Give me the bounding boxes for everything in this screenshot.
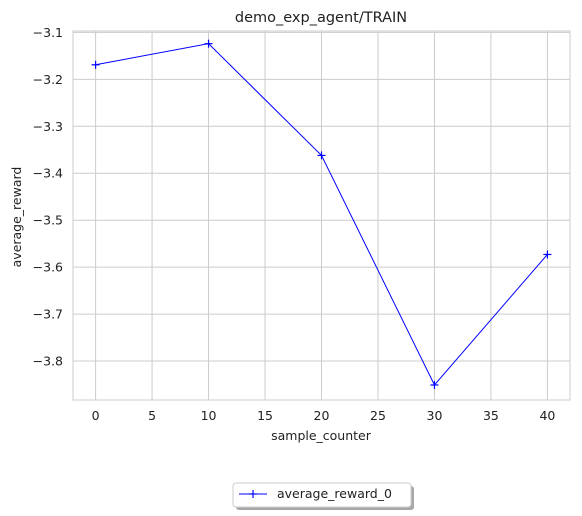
y-tick-label: −3.2: [33, 72, 63, 87]
y-tick-label: −3.5: [33, 213, 63, 228]
y-tick-label: −3.7: [33, 307, 63, 322]
x-tick-label: 10: [201, 408, 217, 423]
data-point-marker: [91, 60, 100, 69]
x-tick-label: 35: [483, 408, 499, 423]
legend-marker-plus: [249, 490, 257, 498]
legend-entry-label: average_reward_0: [277, 486, 392, 501]
x-tick-label: 0: [92, 408, 100, 423]
x-tick-label: 40: [539, 408, 555, 423]
data-point-marker: [204, 39, 213, 48]
x-tick-label: 20: [314, 408, 330, 423]
x-tick-label: 30: [427, 408, 443, 423]
plot-area-frame: [72, 30, 571, 401]
chart-title: demo_exp_agent/TRAIN: [235, 10, 407, 26]
data-point-marker: [430, 380, 439, 389]
x-tick-label: 5: [148, 408, 156, 423]
x-axis-label: sample_counter: [271, 428, 372, 443]
y-tick-label: −3.3: [33, 119, 63, 134]
y-tick-label: −3.8: [33, 354, 63, 369]
x-axis-ticks: 0 5 10 15 20 25 30 35 40: [92, 408, 556, 423]
x-tick-label: 25: [370, 408, 386, 423]
series-layer: [91, 39, 552, 389]
legend-box: [232, 482, 412, 508]
data-point-marker: [317, 151, 326, 160]
grid: [73, 31, 570, 400]
x-tick-label: 15: [257, 408, 273, 423]
y-tick-label: −3.1: [33, 25, 63, 40]
y-tick-label: −3.4: [33, 166, 63, 181]
y-axis-ticks: −3.1 −3.2 −3.3 −3.4 −3.5 −3.6 −3.7 −3.8: [33, 25, 63, 369]
legend: average_reward_0: [232, 482, 414, 510]
y-tick-label: −3.6: [33, 260, 63, 275]
data-point-marker: [543, 250, 552, 259]
y-axis-label: average_reward: [9, 167, 24, 268]
